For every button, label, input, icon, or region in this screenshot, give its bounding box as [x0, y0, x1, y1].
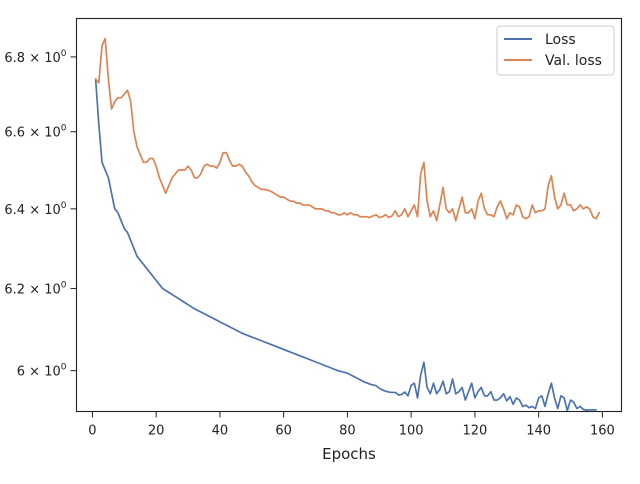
y-tick-label: 6.8 × 100: [4, 49, 66, 66]
x-tick-label: 0: [88, 424, 96, 439]
y-tick-label: 6.4 × 100: [4, 201, 66, 218]
x-tick-label: 60: [275, 424, 292, 439]
x-tick-label: 160: [590, 424, 615, 439]
x-tick-label: 140: [526, 424, 551, 439]
x-tick-label: 80: [339, 424, 356, 439]
x-tick-label: 20: [148, 424, 165, 439]
y-tick-label: 6.6 × 100: [4, 124, 66, 141]
x-tick-label: 120: [462, 424, 487, 439]
series-line-val-loss: [94, 37, 601, 222]
x-axis-label: Epochs: [322, 445, 376, 463]
legend-label-loss: Loss: [545, 32, 576, 48]
legend: Loss Val. loss: [496, 25, 615, 76]
series-line-loss: [94, 78, 597, 412]
x-tick-label: 40: [212, 424, 229, 439]
legend-label-val-loss: Val. loss: [545, 53, 602, 69]
y-tick-label: 6.2 × 100: [4, 280, 66, 297]
x-tick-label: 100: [399, 424, 424, 439]
plot-frame: [75, 17, 623, 413]
y-tick-label: 6 × 100: [17, 363, 67, 380]
ticks-layer: 0 20 40 60 80 100 120 140 160 6 × 100 6.2 × 100 6.4…: [4, 49, 614, 439]
lines-layer: [94, 37, 601, 412]
